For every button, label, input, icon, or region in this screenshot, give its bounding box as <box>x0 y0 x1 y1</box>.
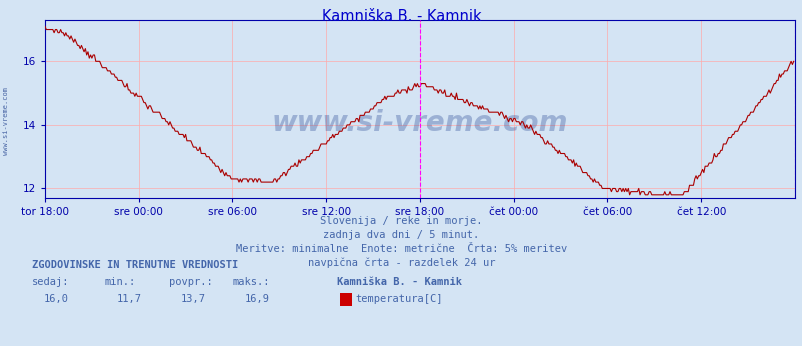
Text: povpr.:: povpr.: <box>168 277 212 287</box>
Text: 11,7: 11,7 <box>116 294 141 304</box>
Text: maks.:: maks.: <box>233 277 270 287</box>
Text: 16,9: 16,9 <box>245 294 269 304</box>
Text: Kamniška B. - Kamnik: Kamniška B. - Kamnik <box>322 9 480 24</box>
Text: zadnja dva dni / 5 minut.: zadnja dva dni / 5 minut. <box>323 230 479 240</box>
Text: Slovenija / reke in morje.: Slovenija / reke in morje. <box>320 216 482 226</box>
Text: www.si-vreme.com: www.si-vreme.com <box>271 109 568 137</box>
Text: ZGODOVINSKE IN TRENUTNE VREDNOSTI: ZGODOVINSKE IN TRENUTNE VREDNOSTI <box>32 260 238 270</box>
Text: temperatura[C]: temperatura[C] <box>354 294 442 304</box>
Text: 13,7: 13,7 <box>180 294 205 304</box>
Text: min.:: min.: <box>104 277 136 287</box>
Text: navpična črta - razdelek 24 ur: navpična črta - razdelek 24 ur <box>307 258 495 268</box>
Text: Kamniška B. - Kamnik: Kamniška B. - Kamnik <box>337 277 462 287</box>
Text: www.si-vreme.com: www.si-vreme.com <box>3 87 10 155</box>
Text: 16,0: 16,0 <box>44 294 69 304</box>
Text: sedaj:: sedaj: <box>32 277 70 287</box>
Text: Meritve: minimalne  Enote: metrične  Črta: 5% meritev: Meritve: minimalne Enote: metrične Črta:… <box>236 244 566 254</box>
